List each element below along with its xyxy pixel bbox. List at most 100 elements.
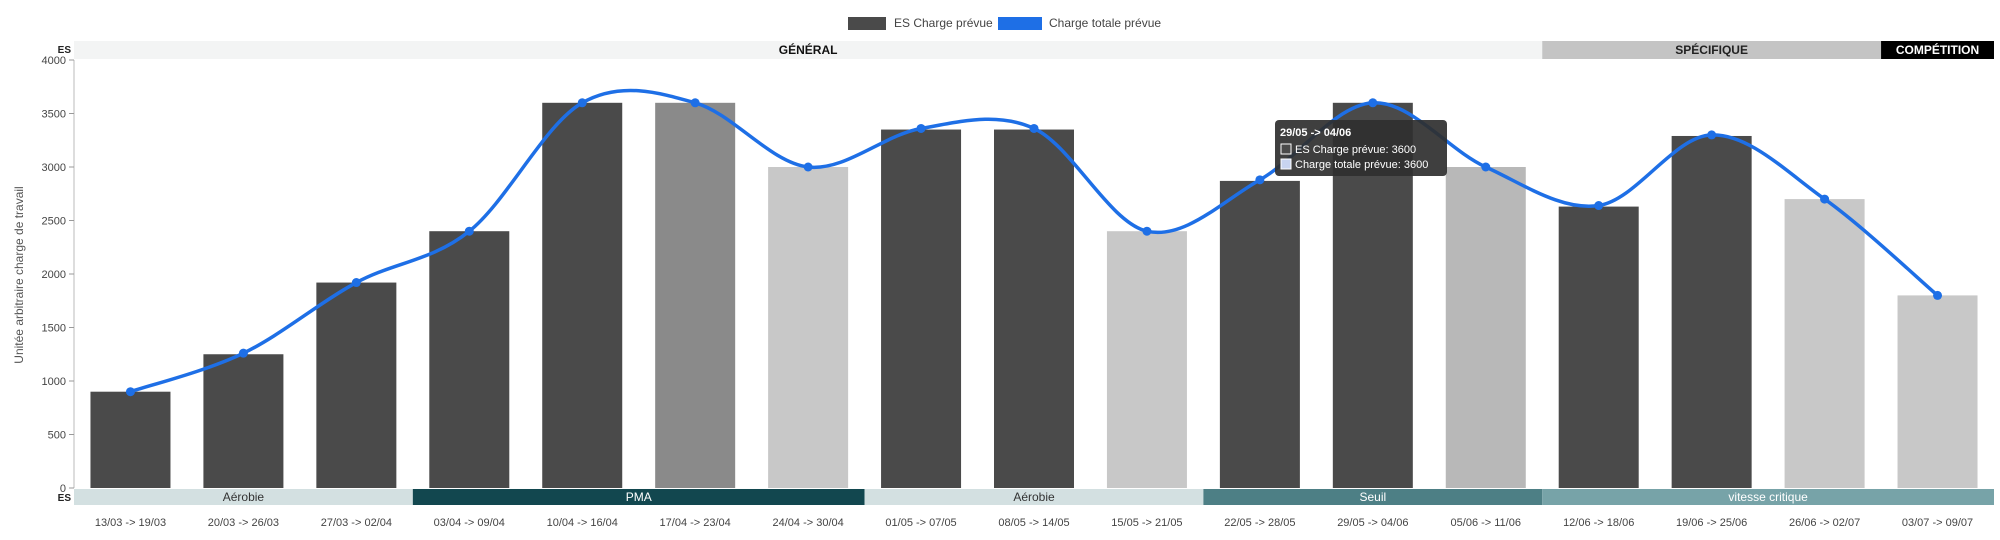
tooltip: 29/05 -> 04/06 ES Charge prévue: 3600 Ch… xyxy=(1275,120,1447,176)
top-band-label: COMPÉTITION xyxy=(1896,42,1979,57)
line-point xyxy=(1594,201,1604,211)
bar xyxy=(994,129,1074,489)
line-point xyxy=(464,226,474,236)
legend-label-charge-totale: Charge totale prévue xyxy=(1049,16,1161,30)
x-tick-label: 01/05 -> 07/05 xyxy=(885,517,956,529)
bottom-band-segment xyxy=(412,489,865,505)
top-band-label: GÉNÉRAL xyxy=(779,42,838,57)
tooltip-swatch-total xyxy=(1280,158,1292,170)
bar xyxy=(1219,180,1300,488)
top-band-segment xyxy=(1542,41,1882,59)
x-tick-label: 13/03 -> 19/03 xyxy=(95,517,166,529)
x-tick-label: 24/04 -> 30/04 xyxy=(772,517,843,529)
line-point xyxy=(1820,194,1830,204)
bottom-band-label: Seuil xyxy=(1359,490,1386,504)
x-tick-label: 27/03 -> 02/04 xyxy=(321,517,392,529)
y-tick-label: 0 xyxy=(60,483,66,495)
bottom-band-segment xyxy=(864,489,1204,505)
line-point xyxy=(125,387,135,397)
x-tick-label: 05/06 -> 11/06 xyxy=(1451,517,1521,529)
x-tick-label: 12/06 -> 18/06 xyxy=(1563,517,1634,529)
x-tick-label: 26/06 -> 02/07 xyxy=(1789,517,1860,529)
legend[interactable]: ES Charge prévue Charge totale prévue xyxy=(848,16,1161,30)
tooltip-box xyxy=(1275,120,1447,176)
line-point xyxy=(1255,175,1265,185)
x-tick-label: 20/03 -> 26/03 xyxy=(208,517,279,529)
x-tick-label: 08/05 -> 14/05 xyxy=(998,517,1069,529)
y-axis-title: Unitée arbitraire charge de travail xyxy=(12,186,26,363)
bar xyxy=(316,282,397,488)
legend-swatch-es-charge xyxy=(848,17,886,30)
y-tick-label: 4000 xyxy=(42,55,66,67)
line-series xyxy=(125,88,1943,397)
line-point xyxy=(1368,98,1378,108)
y-tick-label: 3000 xyxy=(42,162,66,174)
bar xyxy=(1445,167,1526,488)
bottom-band: Aérobie PMA Aérobie Seuil vitesse critique xyxy=(74,489,1994,505)
bottom-band-label: vitesse critique xyxy=(1728,490,1808,504)
x-tick-label: 29/05 -> 04/06 xyxy=(1337,517,1408,529)
bar xyxy=(881,129,962,489)
y-tick-label: 500 xyxy=(48,430,66,442)
legend-item-charge-totale[interactable]: Charge totale prévue xyxy=(998,16,1161,30)
line-point xyxy=(1029,123,1039,133)
bar xyxy=(1558,206,1639,488)
bottom-band-segment xyxy=(74,489,413,505)
line-point xyxy=(577,98,587,108)
bar-series xyxy=(90,102,1978,489)
tooltip-title: 29/05 -> 04/06 xyxy=(1280,127,1351,139)
top-band-segment xyxy=(74,41,1543,59)
bottom-band-label: Aérobie xyxy=(1013,490,1055,504)
bar xyxy=(90,391,171,488)
line-point xyxy=(916,123,926,133)
bar xyxy=(1671,135,1752,488)
top-band-label: SPÉCIFIQUE xyxy=(1675,42,1748,57)
bar xyxy=(542,102,623,489)
line-point xyxy=(351,278,361,288)
bar xyxy=(1784,199,1865,488)
bar xyxy=(203,354,284,488)
x-tick-label: 15/05 -> 21/05 xyxy=(1111,517,1182,529)
line-path xyxy=(128,88,1940,394)
top-band-axis-label: ES xyxy=(58,45,72,56)
bottom-band-label: Aérobie xyxy=(223,490,265,504)
x-axis: 13/03 -> 19/03 20/03 -> 26/03 27/03 -> 02/… xyxy=(95,517,1973,529)
y-tick-label: 2500 xyxy=(42,216,66,228)
tooltip-line-es: ES Charge prévue: 3600 xyxy=(1295,144,1416,156)
bar xyxy=(1897,295,1978,488)
x-tick-label: 03/07 -> 09/07 xyxy=(1902,517,1973,529)
bottom-band-segment xyxy=(1542,489,1994,505)
y-tick-label: 1500 xyxy=(42,323,66,335)
line-point xyxy=(690,98,700,108)
line-point xyxy=(238,348,248,358)
bottom-band-segment xyxy=(1203,489,1543,505)
tooltip-swatch-es xyxy=(1280,143,1292,155)
bar xyxy=(768,167,849,488)
x-tick-label: 19/06 -> 25/06 xyxy=(1676,517,1747,529)
top-band-segment xyxy=(1881,41,1994,59)
tooltip-line-total: Charge totale prévue: 3600 xyxy=(1295,159,1428,171)
y-tick-label: 3500 xyxy=(42,109,66,121)
y-tick-label: 2000 xyxy=(42,269,66,281)
y-axis: 0 500 1000 1500 2000 2500 3000 3500 4000 xyxy=(42,55,75,495)
legend-label-es-charge: ES Charge prévue xyxy=(894,16,993,30)
top-band: GÉNÉRAL SPÉCIFIQUE COMPÉTITION xyxy=(74,41,1994,59)
bar xyxy=(1106,231,1187,488)
bottom-band-axis-label: ES xyxy=(58,493,72,504)
bottom-band-label: PMA xyxy=(626,490,652,504)
line-point xyxy=(1481,162,1491,172)
x-tick-label: 22/05 -> 28/05 xyxy=(1224,517,1295,529)
bar xyxy=(429,231,510,488)
line-point xyxy=(1142,226,1152,236)
line-point xyxy=(1707,130,1717,140)
x-tick-label: 10/04 -> 16/04 xyxy=(547,517,618,529)
line-point xyxy=(1933,290,1943,300)
y-tick-label: 1000 xyxy=(42,376,66,388)
legend-item-es-charge[interactable]: ES Charge prévue xyxy=(848,16,993,30)
bar xyxy=(655,102,736,489)
line-point xyxy=(803,162,813,172)
x-tick-label: 17/04 -> 23/04 xyxy=(660,517,731,529)
legend-swatch-charge-totale xyxy=(998,17,1042,30)
